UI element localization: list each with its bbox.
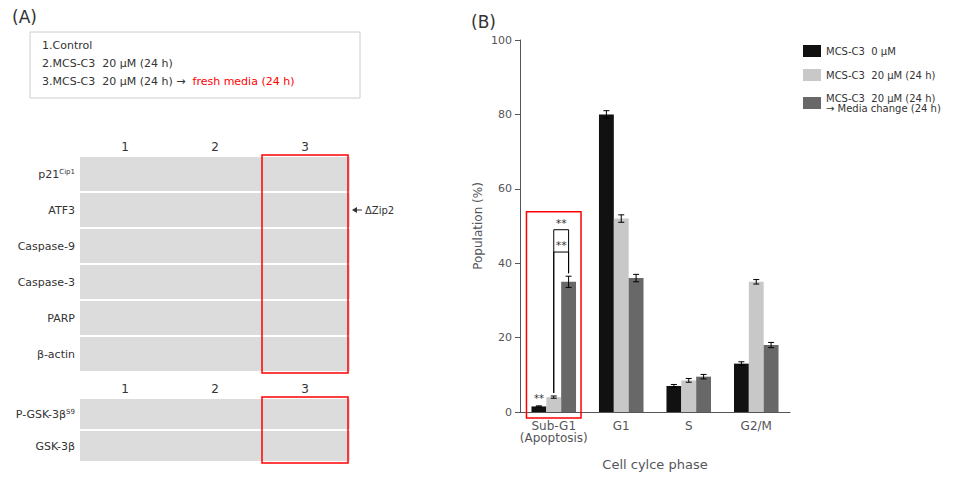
svg-text:ΔZip2: ΔZip2 bbox=[365, 205, 394, 216]
svg-text:40: 40 bbox=[498, 257, 512, 270]
svg-text:→ Media change (24 h): → Media change (24 h) bbox=[826, 103, 941, 114]
svg-text:1: 1 bbox=[121, 382, 129, 396]
svg-text:1: 1 bbox=[121, 140, 129, 154]
svg-text:2: 2 bbox=[211, 140, 219, 154]
svg-text:60: 60 bbox=[498, 182, 512, 195]
svg-text:1.Control: 1.Control bbox=[42, 39, 92, 52]
svg-text:p21: p21 bbox=[38, 168, 59, 181]
svg-text:MCS-C3 20 μM (24 h): MCS-C3 20 μM (24 h) bbox=[826, 70, 935, 81]
svg-text:Cip1: Cip1 bbox=[59, 168, 75, 176]
svg-text:**: ** bbox=[534, 393, 544, 404]
svg-text:3.MCS-C3 20 μM (24 h) →: 3.MCS-C3 20 μM (24 h) → bbox=[42, 75, 193, 88]
svg-text:(A): (A) bbox=[12, 7, 37, 27]
svg-text:G1: G1 bbox=[613, 419, 630, 433]
svg-text:Population (%): Population (%) bbox=[471, 182, 485, 270]
svg-text:Cell cylce phase: Cell cylce phase bbox=[602, 457, 707, 472]
svg-text:P-GSK-3β: P-GSK-3β bbox=[16, 408, 66, 421]
svg-text:β-actin: β-actin bbox=[37, 348, 75, 361]
svg-text:2.MCS-C3 20 μM (24 h): 2.MCS-C3 20 μM (24 h) bbox=[42, 57, 173, 70]
svg-text:80: 80 bbox=[498, 108, 512, 121]
svg-text:2: 2 bbox=[211, 382, 219, 396]
svg-text:Caspase-3: Caspase-3 bbox=[18, 276, 75, 289]
svg-text:fresh media (24 h): fresh media (24 h) bbox=[193, 75, 295, 88]
svg-text:(B): (B) bbox=[471, 12, 496, 32]
svg-text:MCS-C3 0 μM: MCS-C3 0 μM bbox=[826, 46, 896, 57]
svg-text:**: ** bbox=[556, 217, 568, 230]
svg-text:MCS-C3 20 μM (24 h): MCS-C3 20 μM (24 h) bbox=[826, 92, 936, 104]
svg-text:(Apoptosis): (Apoptosis) bbox=[520, 431, 588, 445]
svg-text:GSK-3β: GSK-3β bbox=[35, 440, 75, 453]
svg-text:Sub-G1: Sub-G1 bbox=[531, 419, 576, 433]
svg-text:100: 100 bbox=[491, 34, 512, 47]
svg-text:20: 20 bbox=[498, 331, 512, 344]
svg-text:PARP: PARP bbox=[47, 312, 75, 325]
svg-text:**: ** bbox=[556, 239, 568, 252]
svg-text:S: S bbox=[685, 419, 693, 433]
svg-text:0: 0 bbox=[505, 406, 512, 419]
svg-text:Caspase-9: Caspase-9 bbox=[18, 240, 75, 253]
svg-text:3: 3 bbox=[301, 382, 309, 396]
svg-text:G2/M: G2/M bbox=[741, 419, 772, 433]
svg-text:ATF3: ATF3 bbox=[48, 204, 75, 217]
svg-text:S9: S9 bbox=[66, 408, 75, 416]
svg-text:3: 3 bbox=[301, 140, 309, 154]
